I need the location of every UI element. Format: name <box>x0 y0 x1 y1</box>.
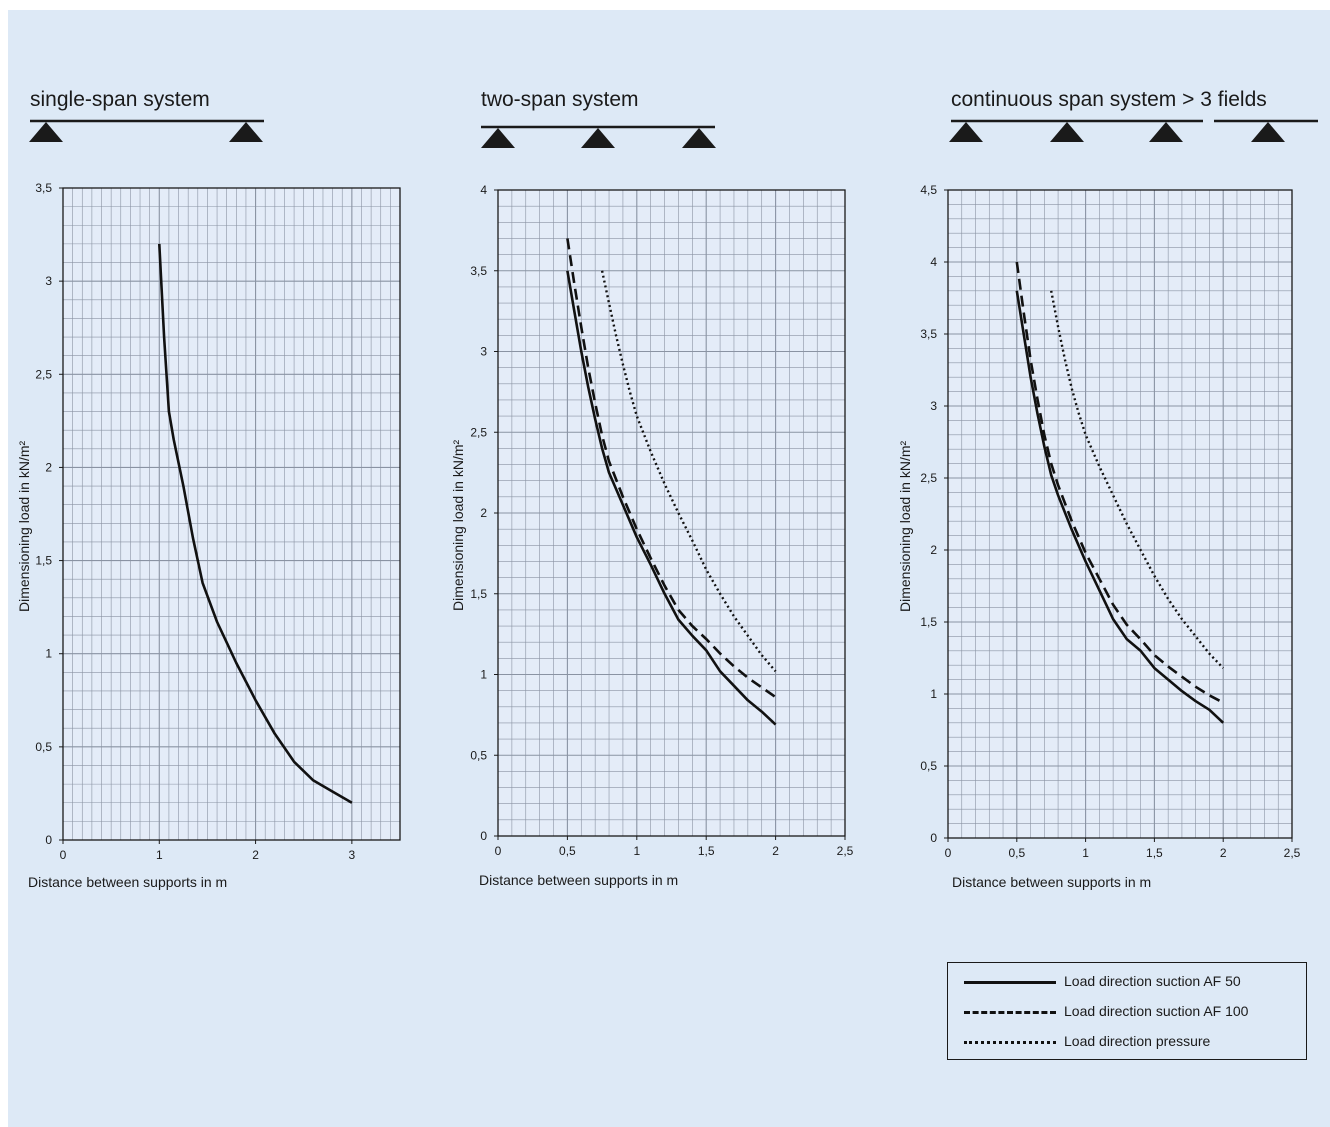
y-tick-label: 1 <box>480 668 487 682</box>
x-tick-label: 1 <box>156 848 163 862</box>
support-triangle-icon <box>1050 122 1084 142</box>
x-tick-label: 2,5 <box>1284 846 1301 860</box>
x-axis-label: Distance between supports in m <box>952 874 1152 890</box>
y-tick-label: 3 <box>930 399 937 413</box>
y-tick-label: 3,5 <box>920 327 937 341</box>
support-triangle-icon <box>581 128 615 148</box>
legend-label: Load direction suction AF 50 <box>1064 973 1241 989</box>
support-triangle-icon <box>949 122 983 142</box>
y-tick-label: 4,5 <box>920 183 937 197</box>
y-tick-label: 3,5 <box>470 264 487 278</box>
series-line-dashed <box>1015 261 1224 704</box>
y-tick-label: 4 <box>930 255 937 269</box>
support-triangle-icon <box>229 122 263 142</box>
y-tick-label: 2 <box>930 543 937 557</box>
y-tick-label: 0 <box>930 831 937 845</box>
x-tick-label: 1 <box>633 844 640 858</box>
plot-area <box>948 190 1292 838</box>
legend: Load direction suction AF 50 Load direct… <box>947 962 1307 1060</box>
plot-frame <box>62 187 401 841</box>
y-tick-label: 3,5 <box>35 181 52 195</box>
series-line-solid <box>566 270 777 726</box>
x-tick-label: 3 <box>349 848 356 862</box>
legend-label: Load direction pressure <box>1064 1033 1211 1049</box>
x-tick-label: 2,5 <box>837 844 854 858</box>
support-triangle-icon <box>1251 122 1285 142</box>
chart-title-single-span: single-span system <box>30 88 210 111</box>
y-tick-label: 2,5 <box>470 425 487 439</box>
y-tick-label: 1,5 <box>35 554 52 568</box>
legend-item-suction-af100: Load direction suction AF 100 <box>948 1001 1306 1023</box>
x-tick-label: 1 <box>1082 846 1089 860</box>
y-tick-label: 4 <box>480 183 487 197</box>
y-tick-label: 1,5 <box>470 587 487 601</box>
y-tick-label: 2 <box>480 506 487 520</box>
y-tick-label: 2,5 <box>35 367 52 381</box>
x-axis-label: Distance between supports in m <box>479 872 679 888</box>
series-line-dashed <box>566 238 777 699</box>
x-tick-label: 0 <box>945 846 952 860</box>
support-triangle-icon <box>481 128 515 148</box>
x-tick-label: 0,5 <box>559 844 576 858</box>
x-tick-label: 0,5 <box>1008 846 1025 860</box>
x-tick-label: 1,5 <box>698 844 715 858</box>
support-triangle-icon <box>682 128 716 148</box>
x-tick-label: 2 <box>252 848 259 862</box>
y-tick-label: 0,5 <box>470 748 487 762</box>
chart-title-continuous-span: continuous span system > 3 fields <box>951 88 1267 111</box>
series-line-dotted <box>1050 290 1225 669</box>
support-triangle-icon <box>1149 122 1183 142</box>
support-triangle-icon <box>29 122 63 142</box>
legend-item-pressure: Load direction pressure <box>948 1031 1306 1053</box>
y-tick-label: 1 <box>45 647 52 661</box>
plot-area <box>63 188 400 840</box>
x-tick-label: 0 <box>495 844 502 858</box>
x-tick-label: 2 <box>1220 846 1227 860</box>
x-axis-label: Distance between supports in m <box>28 874 228 890</box>
y-tick-label: 0 <box>480 829 487 843</box>
y-tick-label: 0,5 <box>920 759 937 773</box>
series-line-dotted <box>600 270 777 673</box>
legend-swatch-solid <box>964 981 1056 984</box>
y-tick-label: 2,5 <box>920 471 937 485</box>
y-tick-label: 3 <box>480 345 487 359</box>
y-tick-label: 1,5 <box>920 615 937 629</box>
series-line-solid <box>1015 290 1225 724</box>
y-tick-label: 1 <box>930 687 937 701</box>
plot-frame <box>947 189 1293 839</box>
y-tick-label: 0 <box>45 833 52 847</box>
x-tick-label: 1,5 <box>1146 846 1163 860</box>
legend-swatch-dashed <box>964 1011 1056 1014</box>
series-line-solid <box>158 243 353 804</box>
legend-item-suction-af50: Load direction suction AF 50 <box>948 971 1306 993</box>
chart-title-two-span: two-span system <box>481 88 639 111</box>
y-tick-label: 3 <box>45 274 52 288</box>
x-tick-label: 0 <box>60 848 67 862</box>
y-tick-label: 0,5 <box>35 740 52 754</box>
y-tick-label: 2 <box>45 460 52 474</box>
legend-label: Load direction suction AF 100 <box>1064 1003 1249 1019</box>
legend-swatch-dotted <box>964 1041 1056 1044</box>
x-tick-label: 2 <box>772 844 779 858</box>
